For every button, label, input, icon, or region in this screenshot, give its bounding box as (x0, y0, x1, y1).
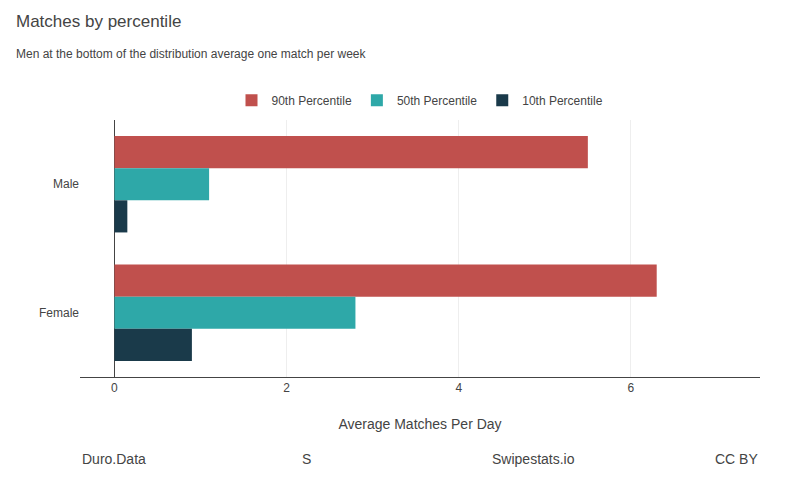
svg-text:Matches by percentile: Matches by percentile (16, 12, 181, 31)
svg-text:10th Percentile: 10th Percentile (522, 94, 602, 108)
svg-text:2: 2 (283, 381, 290, 395)
svg-text:0: 0 (111, 381, 118, 395)
svg-text:6: 6 (628, 381, 635, 395)
svg-text:Swipestats.io: Swipestats.io (492, 451, 575, 467)
svg-text:Male: Male (53, 177, 79, 191)
svg-text:S: S (302, 451, 311, 467)
svg-text:Men at the bottom of the distr: Men at the bottom of the distribution av… (16, 47, 367, 61)
svg-text:CC BY: CC BY (715, 451, 758, 467)
svg-text:Duro.Data: Duro.Data (82, 451, 146, 467)
svg-text:4: 4 (455, 381, 462, 395)
svg-text:90th Percentile: 90th Percentile (272, 94, 352, 108)
svg-text:Average Matches Per Day: Average Matches Per Day (338, 416, 501, 432)
svg-text:Female: Female (39, 306, 79, 320)
svg-text:50th Percentile: 50th Percentile (397, 94, 477, 108)
